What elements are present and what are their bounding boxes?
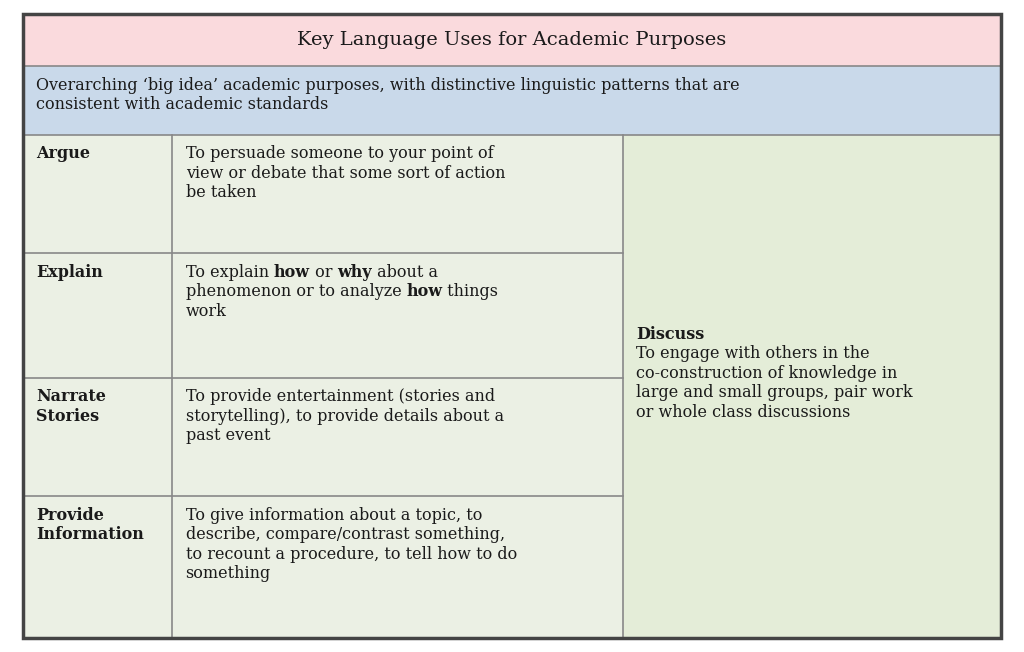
Bar <box>172 135 623 253</box>
Bar <box>23 14 1001 66</box>
Bar <box>172 378 623 496</box>
Text: large and small groups, pair work: large and small groups, pair work <box>636 385 912 402</box>
Text: things: things <box>442 283 499 300</box>
Text: Overarching ‘big idea’ academic purposes, with distinctive linguistic patterns t: Overarching ‘big idea’ academic purposes… <box>36 76 739 113</box>
Bar <box>172 253 623 378</box>
Text: Provide
Information: Provide Information <box>36 507 143 543</box>
Bar <box>23 378 172 496</box>
Bar <box>23 135 172 253</box>
Text: or: or <box>310 263 338 280</box>
Text: work: work <box>185 303 226 319</box>
Text: phenomenon or to analyze: phenomenon or to analyze <box>185 283 407 300</box>
Text: how: how <box>273 263 310 280</box>
Text: or whole class discussions: or whole class discussions <box>636 404 850 421</box>
Text: To persuade someone to your point of: To persuade someone to your point of <box>185 145 494 162</box>
Text: storytelling), to provide details about a: storytelling), to provide details about … <box>185 408 504 424</box>
Bar <box>623 253 1001 378</box>
Text: co-construction of knowledge in: co-construction of knowledge in <box>636 365 897 382</box>
Text: why: why <box>338 263 372 280</box>
Text: about a: about a <box>372 263 438 280</box>
Bar <box>623 378 1001 496</box>
Text: Narrate
Stories: Narrate Stories <box>36 388 105 424</box>
Bar <box>23 66 1001 135</box>
Text: To engage with others in the: To engage with others in the <box>636 346 869 363</box>
Bar <box>23 496 172 638</box>
Text: Discuss: Discuss <box>636 326 705 343</box>
Bar <box>623 135 1001 253</box>
Text: be taken: be taken <box>185 185 256 201</box>
Text: past event: past event <box>185 427 270 444</box>
Text: to recount a procedure, to tell how to do: to recount a procedure, to tell how to d… <box>185 546 517 563</box>
Text: Argue: Argue <box>36 145 90 162</box>
Text: view or debate that some sort of action: view or debate that some sort of action <box>185 165 505 182</box>
Text: To provide entertainment (stories and: To provide entertainment (stories and <box>185 388 495 405</box>
Text: Explain: Explain <box>36 263 102 280</box>
Text: To give information about a topic, to: To give information about a topic, to <box>185 507 482 524</box>
Text: describe, compare/contrast something,: describe, compare/contrast something, <box>185 526 505 543</box>
Bar <box>623 496 1001 638</box>
Text: To explain: To explain <box>185 263 273 280</box>
Text: Key Language Uses for Academic Purposes: Key Language Uses for Academic Purposes <box>297 31 727 49</box>
Bar <box>23 253 172 378</box>
Text: something: something <box>185 565 271 582</box>
Text: how: how <box>407 283 442 300</box>
Bar <box>172 496 623 638</box>
